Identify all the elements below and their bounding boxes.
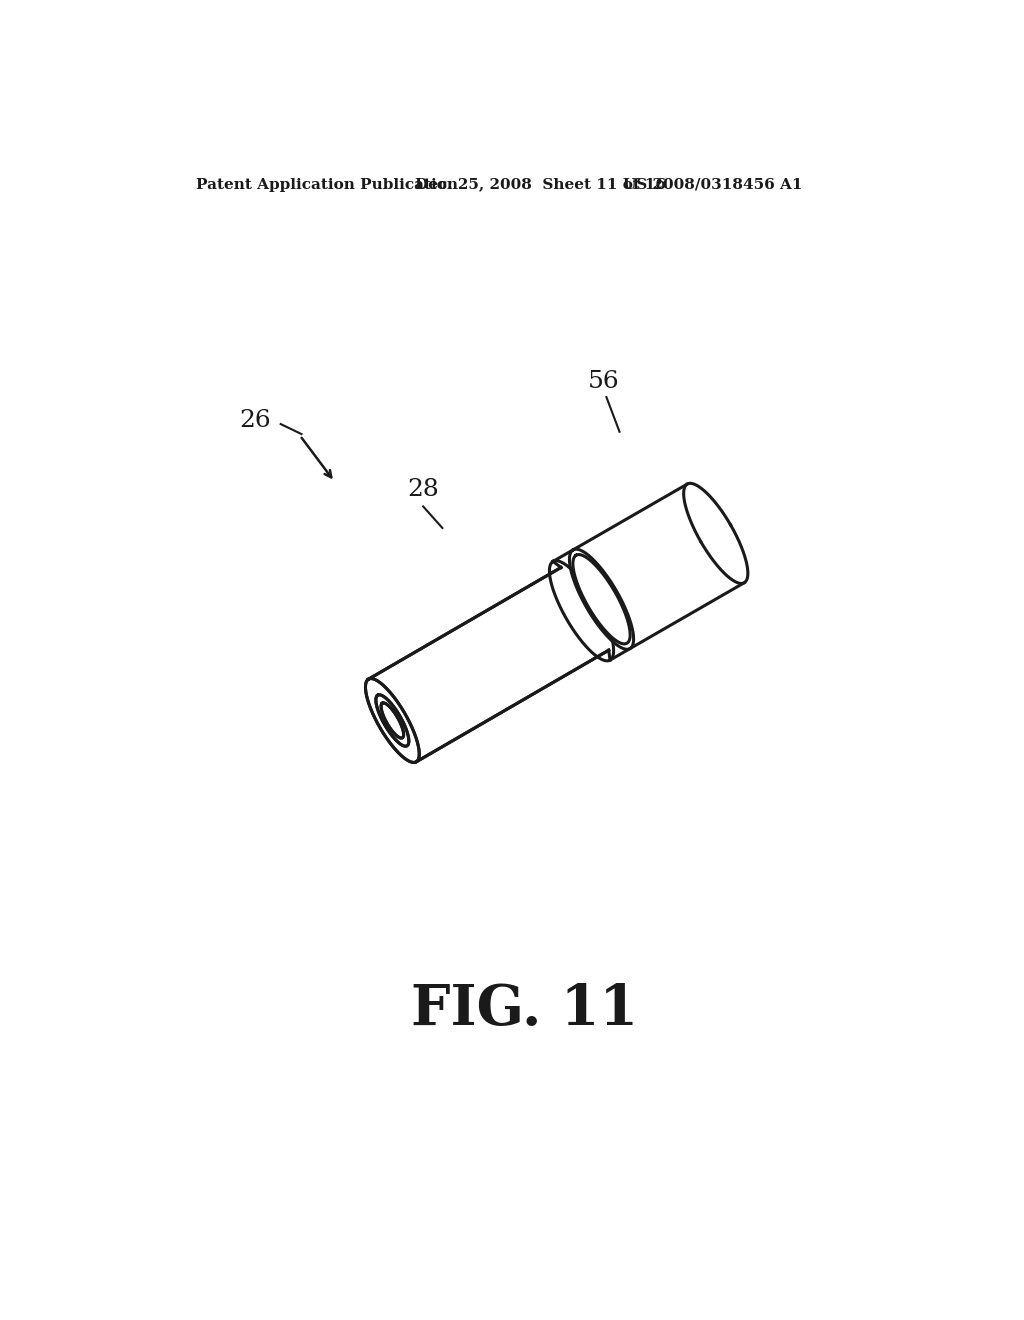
Text: Patent Application Publication: Patent Application Publication [196,178,458,191]
Text: 26: 26 [240,409,271,432]
Polygon shape [569,549,634,649]
Polygon shape [376,694,409,746]
Polygon shape [684,483,748,583]
Polygon shape [366,602,611,727]
Text: Dec. 25, 2008  Sheet 11 of 16: Dec. 25, 2008 Sheet 11 of 16 [416,178,667,191]
Polygon shape [566,483,730,661]
Text: 28: 28 [408,478,439,502]
Polygon shape [572,554,630,644]
Polygon shape [381,704,403,738]
Polygon shape [550,561,613,661]
Polygon shape [366,678,419,763]
Text: FIG. 11: FIG. 11 [412,982,638,1036]
Text: US 2008/0318456 A1: US 2008/0318456 A1 [624,178,803,191]
Text: 56: 56 [588,370,620,393]
